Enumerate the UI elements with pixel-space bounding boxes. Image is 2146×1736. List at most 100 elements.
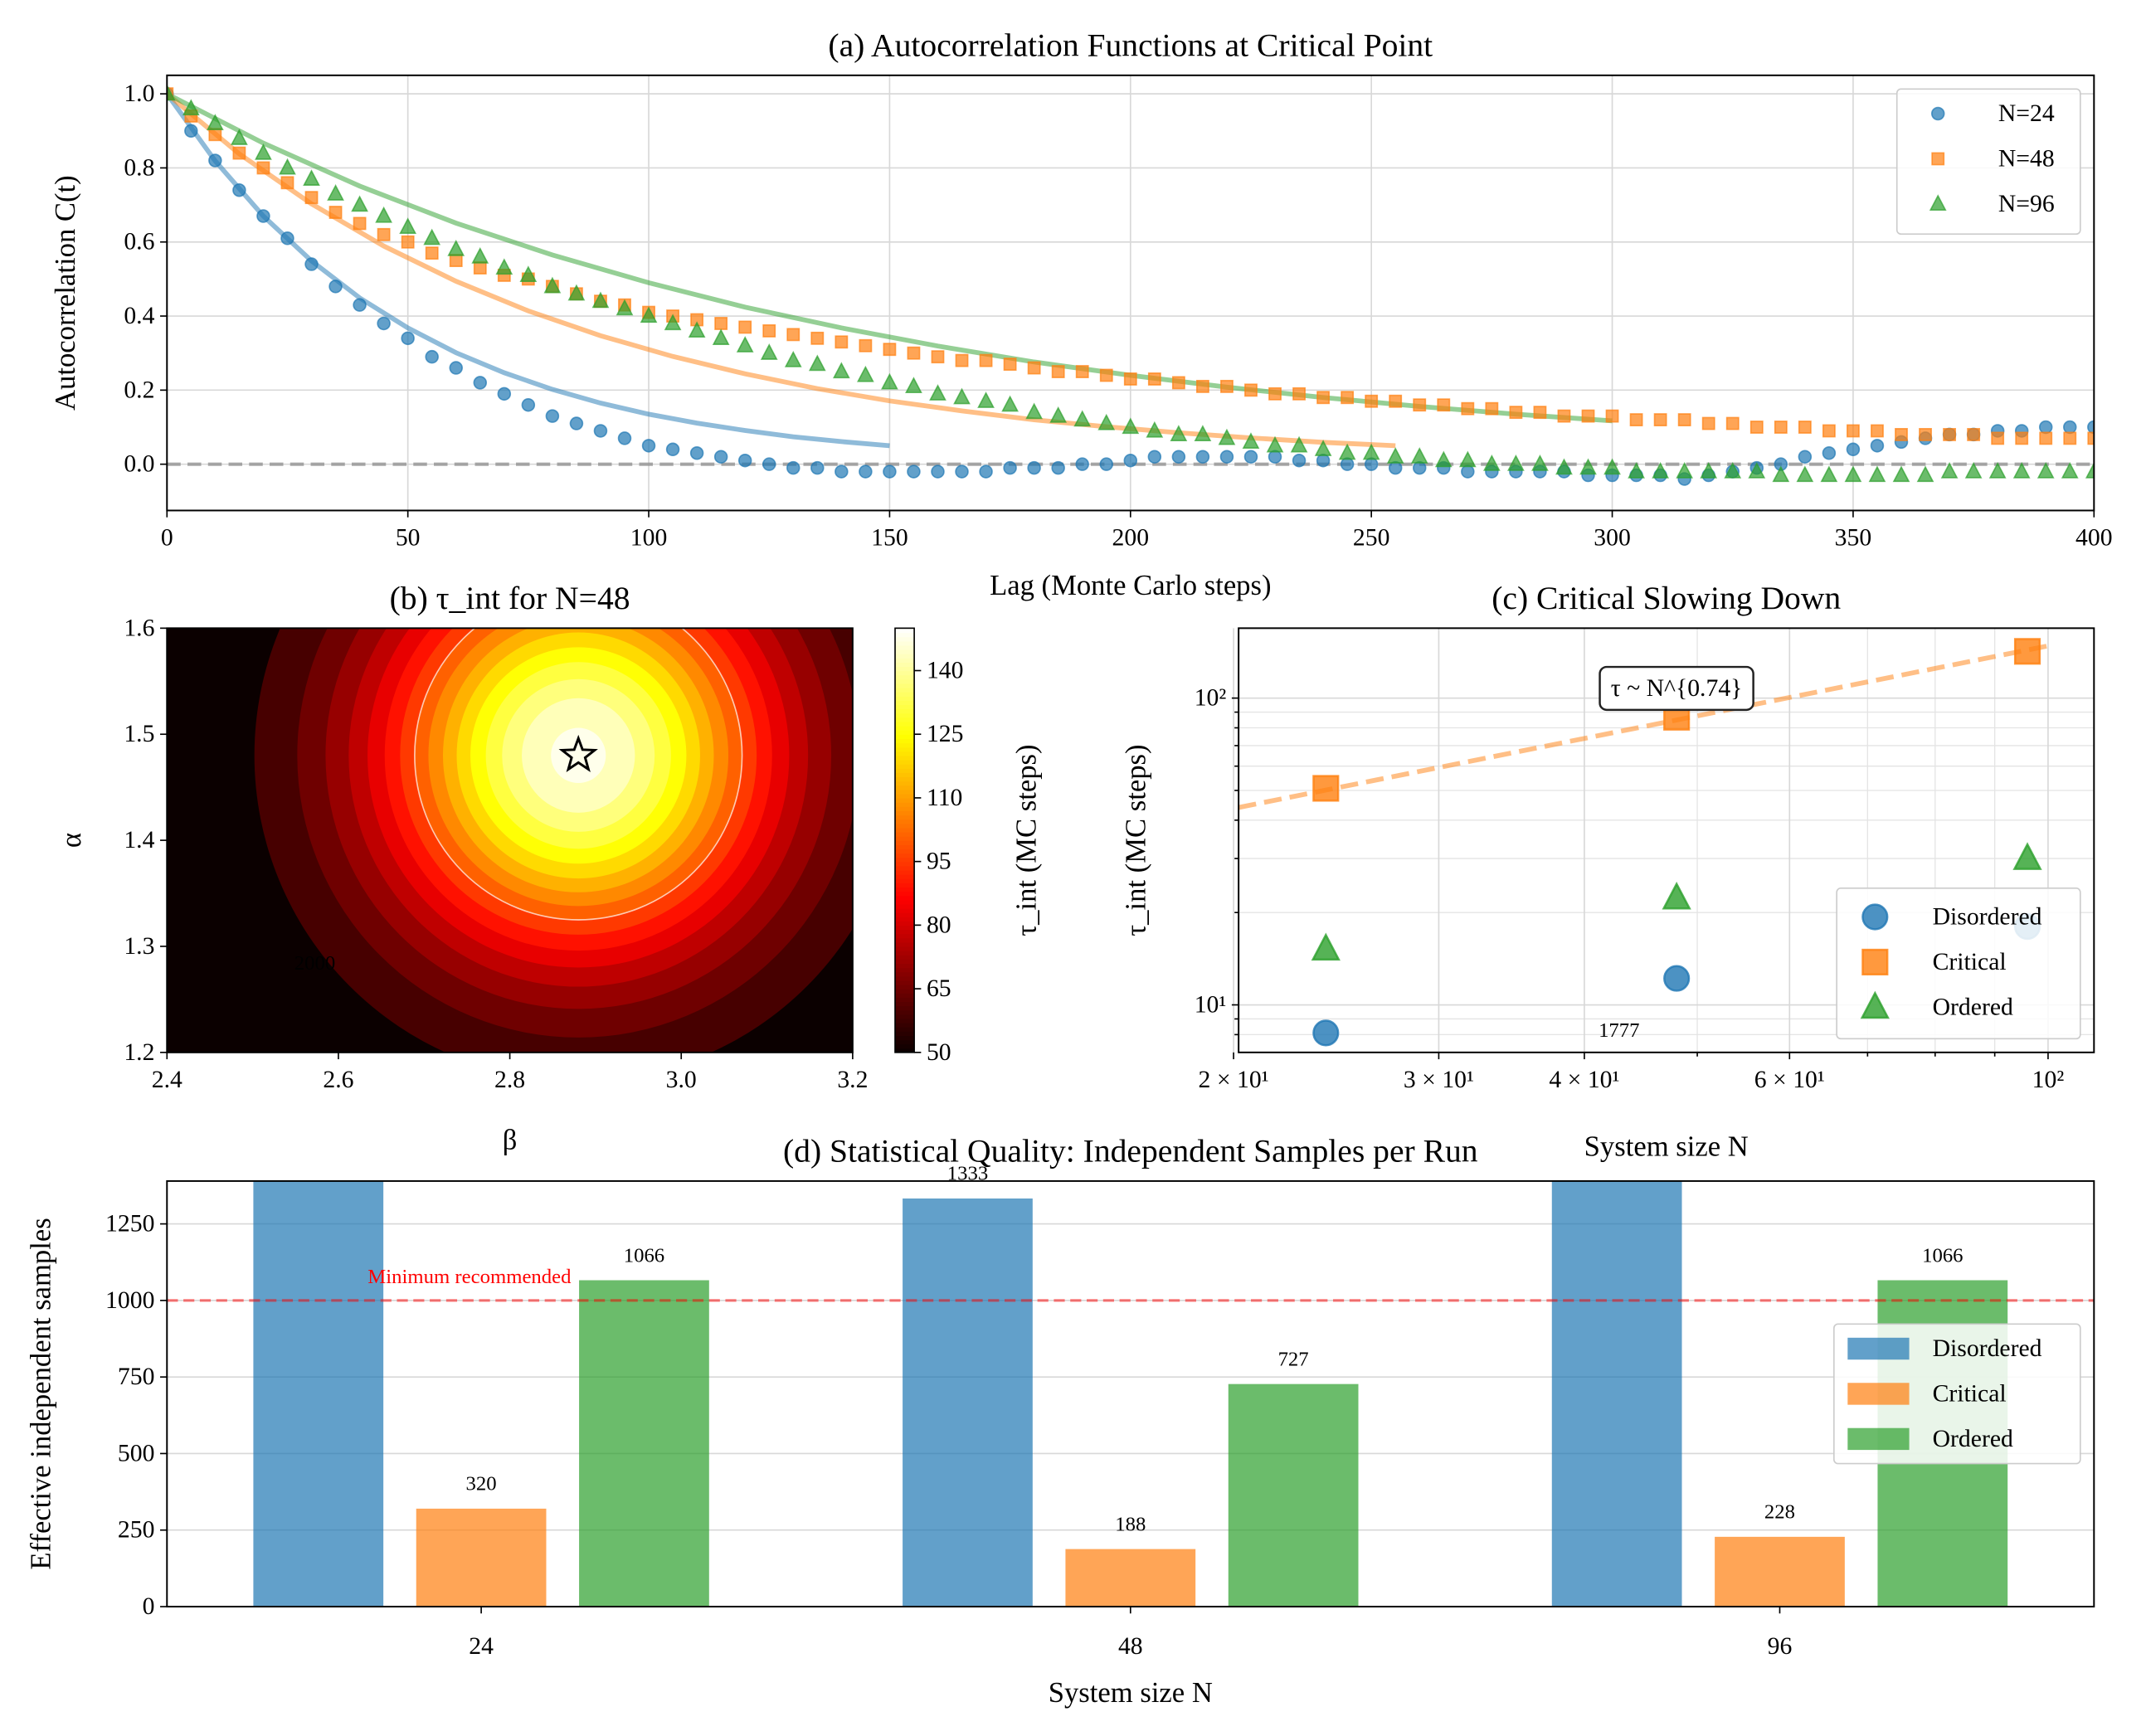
- y-tick-label: 0.8: [124, 154, 154, 181]
- marker-circle: [1099, 457, 1114, 471]
- colorbar-band: [895, 670, 915, 676]
- marker-square: [907, 346, 921, 360]
- marker-square: [1268, 387, 1282, 401]
- marker-square: [2015, 431, 2029, 445]
- y-tick-label: 0: [143, 1593, 155, 1620]
- colorbar-band: [895, 815, 915, 820]
- colorbar-band: [895, 975, 915, 981]
- x-axis-label: Lag (Monte Carlo steps): [990, 570, 1271, 601]
- bar: [253, 1180, 384, 1607]
- colorbar-band: [895, 666, 915, 672]
- marker-square: [1581, 409, 1595, 423]
- marker-triangle: [1458, 450, 1477, 468]
- marker-circle: [1292, 453, 1307, 468]
- y-axis-label: Autocorrelation C(t): [50, 175, 81, 411]
- x-tick-label: 3.0: [666, 1067, 697, 1093]
- colorbar-band: [895, 738, 915, 744]
- marker-square: [1292, 387, 1306, 401]
- threshold-label: Minimum recommended: [367, 1266, 572, 1288]
- colorbar-tick-label: 65: [927, 975, 951, 1002]
- marker-circle: [425, 349, 439, 364]
- marker-triangle: [543, 276, 562, 294]
- marker-circle: [232, 182, 246, 197]
- fit-line: [1238, 643, 2049, 810]
- colorbar-band: [895, 887, 915, 892]
- x-tick-label: 350: [1835, 524, 1872, 551]
- marker-triangle: [1001, 395, 1019, 412]
- marker-circle: [256, 209, 270, 223]
- marker-square: [1147, 372, 1161, 386]
- x-tick-label: 96: [1768, 1633, 1793, 1660]
- marker-circle: [521, 397, 536, 412]
- annotation: τ ~ N^{0.74}: [1611, 675, 1743, 702]
- colorbar-band: [895, 759, 915, 765]
- x-tick-label: 150: [871, 524, 908, 551]
- y-tick-label: 1.5: [124, 721, 154, 747]
- marker-circle: [617, 431, 632, 445]
- marker-circle: [1822, 446, 1837, 460]
- marker-circle: [689, 446, 704, 460]
- x-tick-label: 50: [396, 524, 421, 551]
- marker-triangle: [1868, 465, 1886, 483]
- marker-circle: [1870, 439, 1885, 453]
- marker-square: [1003, 357, 1017, 372]
- marker-square: [786, 328, 800, 342]
- legend-box: [1836, 887, 2081, 1040]
- marker-triangle: [2012, 461, 2031, 479]
- colorbar-band: [895, 853, 915, 858]
- peak-star: [558, 734, 598, 772]
- marker-triangle: [1820, 465, 1838, 483]
- marker-triangle: [1676, 461, 1694, 479]
- marker-square: [1919, 428, 1932, 441]
- colorbar-band: [895, 1023, 915, 1028]
- marker-circle: [1861, 903, 1889, 931]
- marker-square: [1895, 428, 1908, 441]
- marker-square: [1557, 409, 1571, 423]
- marker-circle: [1268, 450, 1282, 464]
- axes-frame: [1238, 627, 2095, 1053]
- legend-label: Critical: [1933, 949, 2007, 975]
- marker-square: [1075, 365, 1089, 378]
- colorbar-band: [895, 1018, 915, 1024]
- colorbar-band: [895, 683, 915, 688]
- y-tick-label: 250: [118, 1517, 155, 1544]
- colorbar-band: [895, 933, 915, 939]
- marker-square: [1822, 424, 1836, 438]
- x-tick-label: 400: [2075, 524, 2113, 551]
- y-tick-label: 1.4: [124, 827, 154, 853]
- marker-circle: [931, 464, 945, 479]
- marker-triangle: [640, 306, 658, 323]
- marker-circle: [810, 460, 825, 475]
- marker-circle: [786, 460, 800, 475]
- marker-triangle: [1170, 425, 1188, 442]
- marker-square: [1653, 413, 1667, 426]
- marker-triangle: [1724, 461, 1742, 479]
- value-label: 188: [1115, 1513, 1146, 1535]
- marker-circle: [1663, 965, 1691, 992]
- marker-triangle: [1748, 461, 1766, 479]
- y-tick-label: 1.0: [124, 80, 154, 107]
- marker-triangle: [1555, 458, 1573, 475]
- marker-square: [883, 343, 897, 357]
- colorbar-band: [895, 903, 915, 909]
- marker-square: [1967, 428, 1981, 441]
- marker-square: [1341, 391, 1355, 405]
- marker-triangle: [399, 217, 417, 235]
- marker-circle: [1051, 460, 1065, 475]
- colorbar-band: [895, 654, 915, 659]
- colorbar-tick-label: 95: [927, 849, 951, 875]
- marker-square: [1244, 383, 1258, 397]
- marker-square: [1943, 428, 1956, 441]
- marker-circle: [1171, 450, 1186, 464]
- colorbar-band: [895, 717, 915, 722]
- colorbar-band: [895, 1005, 915, 1011]
- colorbar-band: [895, 907, 915, 913]
- marker-triangle: [567, 284, 586, 301]
- marker-square: [979, 353, 993, 367]
- chart-title: (c) Critical Slowing Down: [1491, 580, 1841, 616]
- colorbar-band: [895, 937, 915, 943]
- marker-triangle: [471, 246, 489, 264]
- colorbar-band: [895, 1031, 915, 1037]
- y-tick-label: 0.6: [124, 229, 154, 255]
- marker-triangle: [1628, 461, 1645, 479]
